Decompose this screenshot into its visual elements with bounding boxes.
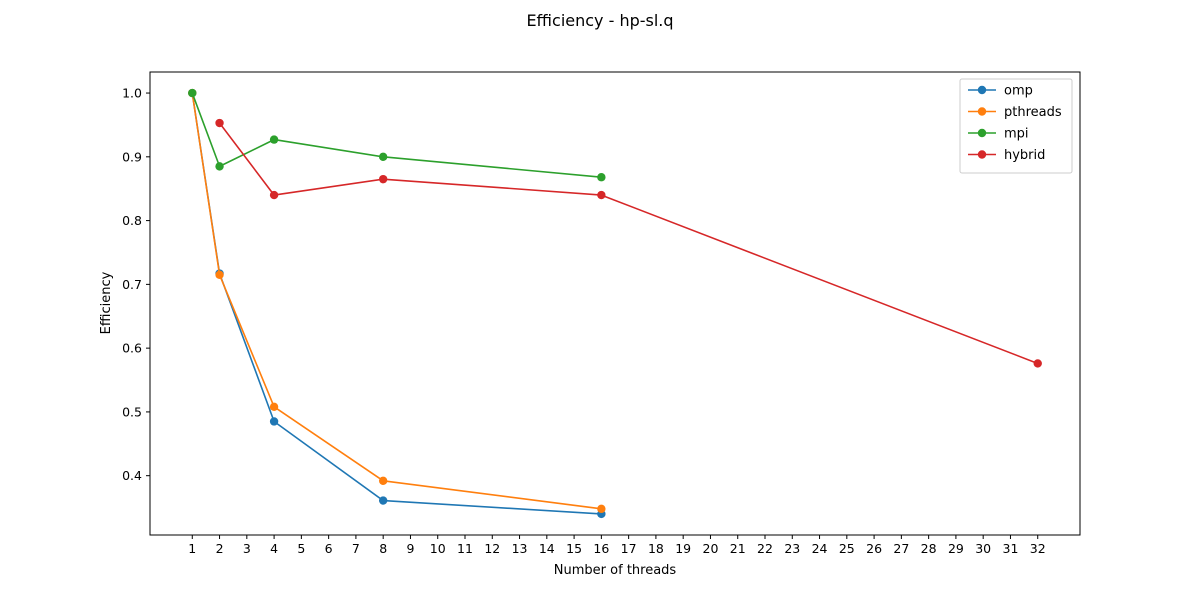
legend-item-pthreads: pthreads	[968, 105, 1062, 120]
data-point-pthreads	[378, 476, 388, 485]
data-point-hybrid	[215, 118, 224, 128]
series-hybrid	[215, 118, 1042, 368]
data-point-mpi	[597, 173, 606, 182]
y-axis-title: Efficiency	[99, 271, 114, 334]
legend-item-hybrid: hybrid	[968, 148, 1045, 163]
x-tick-label: 4	[270, 541, 278, 556]
data-point-omp	[378, 496, 388, 505]
x-tick-label: 15	[566, 541, 582, 556]
x-tick-label: 13	[512, 541, 528, 556]
legend-marker	[977, 85, 987, 95]
x-tick-label: 11	[457, 541, 473, 556]
y-tick-label: 0.4	[122, 468, 142, 483]
data-point-mpi	[269, 135, 279, 144]
x-tick-label: 30	[975, 541, 991, 556]
legend-item-mpi: mpi	[968, 127, 1029, 142]
data-point-pthreads	[597, 504, 606, 514]
x-tick-label: 27	[893, 541, 909, 556]
legend-item-omp: omp	[968, 84, 1033, 99]
x-tick-label: 8	[379, 541, 387, 556]
x-tick-label: 25	[839, 541, 855, 556]
x-tick-label: 1	[188, 541, 196, 556]
x-tick-label: 22	[757, 541, 773, 556]
x-tick-label: 24	[812, 541, 828, 556]
x-tick-label: 6	[325, 541, 333, 556]
x-tick-label: 20	[703, 541, 719, 556]
y-tick-label: 0.9	[122, 149, 142, 164]
legend-box	[959, 78, 1073, 174]
x-axis-title: Number of threads	[554, 563, 677, 578]
chart-title: Efficiency - hp-sl.q	[526, 11, 673, 30]
legend-marker	[977, 150, 987, 159]
legend-marker	[977, 128, 987, 138]
legend-label: hybrid	[1004, 148, 1045, 163]
x-tick-label: 19	[675, 541, 691, 556]
data-point-mpi	[378, 152, 388, 162]
data-point-mpi	[188, 88, 197, 98]
x-tick-label: 18	[648, 541, 664, 556]
data-point-omp	[269, 417, 279, 426]
plot-area	[149, 71, 1081, 536]
data-point-hybrid	[597, 190, 606, 200]
data-point-pthreads	[215, 270, 224, 280]
x-tick-label: 23	[784, 541, 800, 556]
series-mpi	[188, 88, 606, 182]
legend: omp pthreads mpi hybrid	[959, 78, 1073, 174]
x-tick-label: 10	[430, 541, 446, 556]
x-tick-label: 7	[352, 541, 360, 556]
plot-frame	[149, 71, 1081, 536]
legend-label: mpi	[1004, 127, 1029, 142]
x-tick-label: 26	[866, 541, 882, 556]
x-tick-label: 29	[948, 541, 964, 556]
x-tick-label: 5	[297, 541, 305, 556]
x-tick-label: 21	[730, 541, 746, 556]
legend-marker	[977, 107, 987, 116]
data-point-pthreads	[269, 402, 279, 412]
y-axis: 0.4 0.5 0.6 0.7 0.8 0.9 1.0	[122, 86, 150, 483]
data-point-hybrid	[1033, 359, 1042, 368]
x-tick-label: 9	[406, 541, 414, 556]
x-tick-label: 2	[216, 541, 224, 556]
x-tick-label: 31	[1003, 541, 1019, 556]
data-point-hybrid	[269, 190, 279, 200]
x-tick-label: 17	[621, 541, 637, 556]
legend-label: pthreads	[1004, 105, 1062, 120]
x-tick-label: 16	[593, 541, 609, 556]
x-axis: 1 2 3 4 5 6 7 8 9 10 11 12 13 14 15 16 17 18 19 20 21 22 23 24 2…	[188, 535, 1046, 556]
x-tick-label: 12	[484, 541, 500, 556]
y-tick-label: 0.5	[122, 404, 142, 419]
x-tick-label: 28	[921, 541, 937, 556]
legend-label: omp	[1004, 84, 1033, 99]
series-group	[188, 88, 1042, 519]
y-tick-label: 0.8	[122, 213, 142, 228]
y-tick-label: 0.7	[122, 277, 142, 292]
x-tick-label: 14	[539, 541, 555, 556]
x-tick-label: 32	[1030, 541, 1046, 556]
data-point-mpi	[215, 162, 224, 171]
series-pthreads	[188, 88, 606, 514]
y-tick-label: 0.6	[122, 341, 142, 356]
data-point-hybrid	[378, 174, 388, 184]
x-tick-label: 3	[243, 541, 251, 556]
y-tick-label: 1.0	[122, 86, 142, 101]
